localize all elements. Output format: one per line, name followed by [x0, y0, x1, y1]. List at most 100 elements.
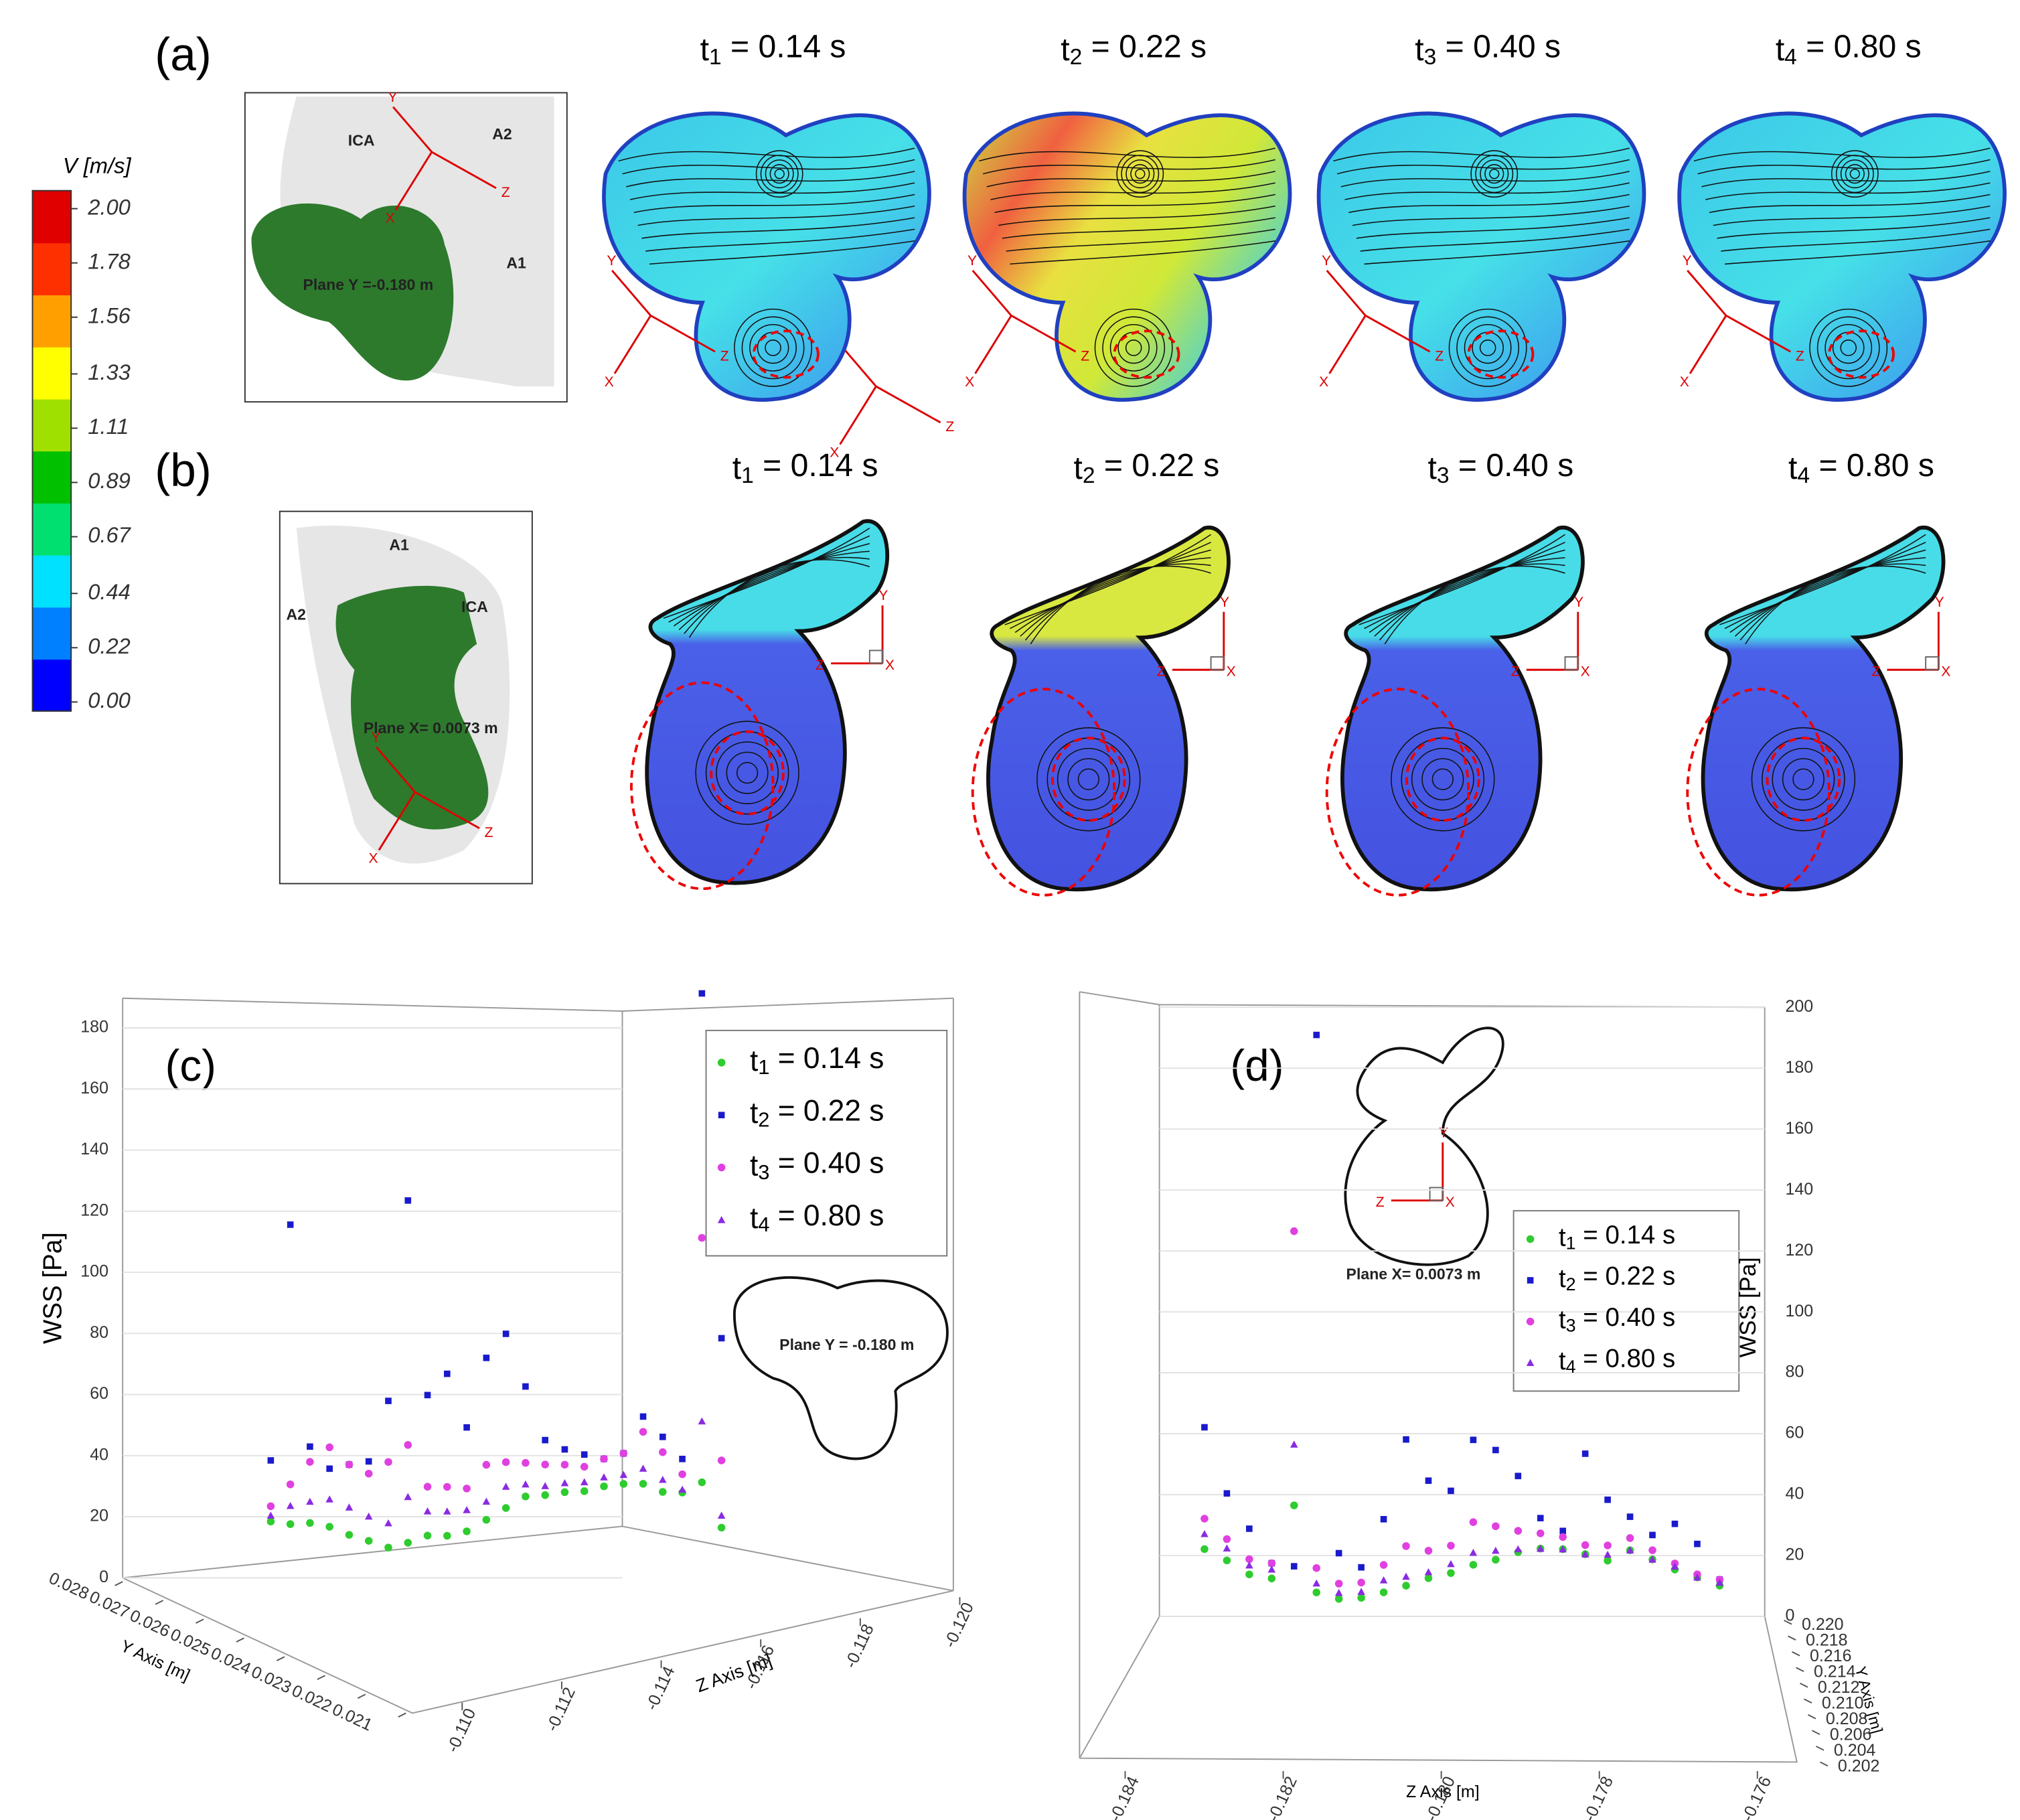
- streamline: [1344, 182, 1630, 200]
- glyph-label: X: [605, 374, 614, 390]
- streamline: [736, 761, 759, 784]
- panel-label: (b): [155, 444, 212, 496]
- data-point: [286, 1501, 295, 1509]
- data-point: [326, 1465, 333, 1472]
- data-point: [1335, 1549, 1342, 1557]
- axis-glyph: Y Z X: [369, 730, 493, 866]
- streamline: [734, 308, 813, 387]
- colorbar-frame: [31, 189, 72, 712]
- data-point: [1223, 1490, 1231, 1497]
- z-tick-label: -0.182: [1264, 1774, 1301, 1820]
- streamline: [1484, 164, 1504, 184]
- y-tick-label: 160: [1785, 1119, 1813, 1138]
- data-point: [717, 1163, 726, 1172]
- data-point: [522, 1458, 530, 1467]
- streamline: [663, 528, 870, 619]
- glyph-axis: [875, 385, 941, 424]
- data-point: [1448, 1487, 1454, 1495]
- data-point: [325, 1523, 333, 1531]
- time-label: t2 = 0.22 s: [1061, 28, 1207, 70]
- time-label: t4 = 0.80 s: [1776, 28, 1922, 70]
- highlight: [752, 329, 820, 379]
- x-tick-label: 0.204: [1834, 1741, 1876, 1760]
- data-point: [1290, 1227, 1298, 1235]
- streamline: [1102, 316, 1166, 380]
- data-point: [659, 1448, 667, 1456]
- x-tick: [1784, 1619, 1792, 1625]
- data-point: [1581, 1450, 1589, 1457]
- data-point: [1536, 1529, 1545, 1537]
- glyph-label: Y: [607, 253, 616, 269]
- data-point: [1581, 1541, 1589, 1549]
- streamline: [994, 194, 1275, 214]
- slice-surface: [645, 519, 890, 885]
- data-point: [541, 1460, 549, 1468]
- streamline: [1734, 557, 1926, 637]
- streamline: [1840, 339, 1857, 356]
- y-tick-label: 100: [80, 1262, 108, 1281]
- data-point: [698, 990, 706, 997]
- colorbar-tick-label: 0.67: [88, 522, 131, 547]
- streamline: [1411, 747, 1474, 811]
- glyph-label: Y: [388, 90, 397, 105]
- glyph-axis: [1328, 315, 1367, 374]
- inset-label: A1: [389, 536, 409, 554]
- series: [266, 1417, 726, 1527]
- streamline: [668, 535, 870, 623]
- glyph-axis: [414, 791, 480, 830]
- data-point: [1424, 1574, 1433, 1582]
- highlight: [971, 688, 1116, 897]
- streamline: [716, 741, 779, 805]
- data-point: [1559, 1533, 1567, 1541]
- data-point: [501, 1504, 510, 1512]
- y-tick-label: 0: [1785, 1606, 1794, 1625]
- streamline: [1340, 171, 1630, 187]
- legend-label: t2 = 0.22 s: [1559, 1262, 1675, 1294]
- streamline: [1002, 217, 1275, 239]
- data-point: [600, 1482, 608, 1491]
- data-point: [1648, 1556, 1656, 1563]
- data-point: [1648, 1546, 1656, 1554]
- data-point: [679, 1456, 686, 1462]
- streamline: [1364, 542, 1565, 629]
- streamline: [673, 543, 870, 627]
- series: [267, 990, 725, 1472]
- streamline: [1809, 308, 1888, 387]
- data-point: [286, 1520, 295, 1528]
- data-point: [306, 1497, 314, 1505]
- y-tick-label: 60: [1785, 1424, 1804, 1442]
- data-point: [1526, 1317, 1535, 1326]
- inset-label: ICA: [348, 132, 375, 149]
- glyph-axis: [394, 151, 433, 211]
- data-point: [307, 1443, 313, 1450]
- streamline: [1352, 206, 1630, 226]
- streamline: [626, 171, 915, 187]
- data-point: [1267, 1574, 1276, 1583]
- data-point: [678, 1485, 686, 1493]
- x-tick-label: 0.021: [329, 1700, 376, 1735]
- streamline: [1456, 316, 1520, 380]
- slice-surface: [1340, 526, 1585, 892]
- glyph-axis: [1326, 270, 1367, 317]
- data-point: [600, 1454, 608, 1463]
- z-tick-label: -0.112: [542, 1685, 579, 1734]
- legend-label: t3 = 0.40 s: [1559, 1303, 1675, 1335]
- streamline: [1125, 159, 1155, 189]
- data-point: [522, 1493, 530, 1501]
- data-point: [1492, 1446, 1499, 1454]
- time-label: t2 = 0.22 s: [1073, 447, 1219, 488]
- streamline: [1358, 534, 1565, 625]
- glyph-label: X: [1680, 374, 1689, 390]
- data-point: [1514, 1472, 1522, 1480]
- data-point: [1425, 1477, 1432, 1485]
- highlight: [1686, 688, 1831, 897]
- data-point: [1313, 1031, 1320, 1039]
- streamline: [1724, 542, 1926, 629]
- glyph-label: Z: [1376, 1195, 1385, 1210]
- frame-c: [122, 997, 954, 1714]
- axis-glyph: Y Z X: [605, 253, 729, 390]
- z-tick-label: -0.110: [443, 1705, 480, 1755]
- data-point: [698, 1478, 706, 1487]
- data-point: [1527, 1277, 1534, 1284]
